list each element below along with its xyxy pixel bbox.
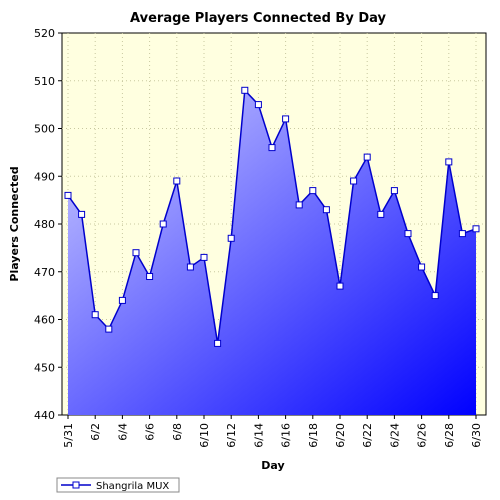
y-tick-label: 460 bbox=[34, 314, 55, 327]
y-tick-label: 480 bbox=[34, 218, 55, 231]
data-point-marker bbox=[200, 253, 208, 261]
data-point-marker bbox=[431, 292, 439, 300]
y-tick-label: 440 bbox=[34, 409, 55, 422]
data-point-marker bbox=[458, 230, 466, 238]
data-point-marker bbox=[336, 282, 344, 290]
data-point-marker bbox=[105, 325, 113, 333]
x-tick-label: 6/24 bbox=[388, 423, 401, 448]
x-tick-label: 6/12 bbox=[225, 423, 238, 448]
x-tick-label: 5/31 bbox=[62, 423, 75, 448]
x-tick-label: 6/6 bbox=[144, 423, 157, 441]
x-tick-labels: 5/31 6/2 6/4 6/6 6/8 6/10 6/12 6/14 6/16 6/18 6/20… bbox=[62, 423, 483, 448]
x-tick-label: 6/8 bbox=[171, 423, 184, 441]
data-point-marker bbox=[377, 210, 385, 218]
data-point-marker bbox=[363, 153, 371, 161]
axes bbox=[58, 32, 477, 419]
legend-box bbox=[56, 477, 180, 493]
data-point-marker bbox=[472, 225, 480, 233]
x-tick-label: 6/16 bbox=[280, 423, 293, 448]
y-tick-label: 470 bbox=[34, 266, 55, 279]
y-tick-labels: 440 450 460 470 480 490 500 510 520 bbox=[34, 27, 55, 422]
y-tick-label: 490 bbox=[34, 170, 55, 183]
legend: Shangrila MUX bbox=[56, 477, 180, 493]
data-point-marker bbox=[214, 339, 222, 347]
data-point-marker bbox=[227, 234, 235, 242]
x-tick-label: 6/10 bbox=[198, 423, 211, 448]
x-tick-label: 6/28 bbox=[443, 423, 456, 448]
data-point-marker bbox=[295, 201, 303, 209]
data-point-marker bbox=[132, 249, 140, 257]
legend-marker-swatch bbox=[72, 481, 80, 489]
data-point-marker bbox=[309, 187, 317, 195]
data-point-marker bbox=[350, 177, 358, 185]
data-point-marker bbox=[390, 187, 398, 195]
data-point-marker bbox=[404, 230, 412, 238]
y-tick-label: 500 bbox=[34, 123, 55, 136]
data-point-marker bbox=[64, 191, 72, 199]
x-tick-label: 6/22 bbox=[361, 423, 374, 448]
series-area bbox=[68, 90, 476, 416]
data-point-marker bbox=[254, 101, 262, 109]
x-tick-label: 6/18 bbox=[307, 423, 320, 448]
data-point-marker bbox=[322, 206, 330, 214]
series-markers bbox=[64, 86, 480, 347]
x-tick-label: 6/2 bbox=[89, 423, 102, 441]
x-axis-label: Day bbox=[261, 459, 284, 472]
data-point-marker bbox=[146, 273, 154, 280]
data-point-marker bbox=[445, 158, 453, 166]
data-point-marker bbox=[268, 144, 276, 152]
x-tick-label: 6/4 bbox=[116, 423, 129, 441]
data-point-marker bbox=[418, 263, 426, 271]
data-point-marker bbox=[282, 115, 290, 123]
y-axis-label: Players Connected bbox=[8, 166, 21, 281]
y-tick-label: 520 bbox=[34, 27, 55, 40]
legend-label: Shangrila MUX bbox=[96, 481, 169, 492]
data-point-marker bbox=[91, 311, 99, 319]
data-point-marker bbox=[186, 263, 194, 271]
data-point-marker bbox=[241, 86, 249, 94]
data-point-marker bbox=[173, 177, 181, 185]
y-tick-label: 510 bbox=[34, 75, 55, 88]
y-tick-label: 450 bbox=[34, 361, 55, 374]
x-tick-label: 6/26 bbox=[416, 423, 429, 448]
data-point-marker bbox=[159, 220, 167, 228]
data-point-marker bbox=[118, 296, 126, 304]
x-tick-label: 6/20 bbox=[334, 423, 347, 448]
x-tick-label: 6/30 bbox=[470, 423, 483, 448]
x-tick-label: 6/14 bbox=[252, 423, 265, 448]
chart-title: Average Players Connected By Day bbox=[130, 11, 386, 26]
data-point-marker bbox=[78, 210, 86, 218]
